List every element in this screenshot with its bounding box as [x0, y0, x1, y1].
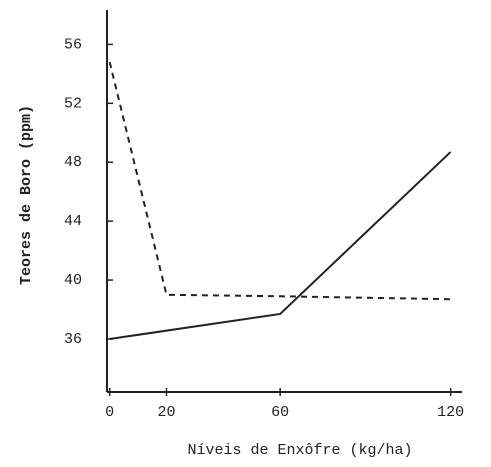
- y-axis-label: Teores de Boro (ppm): [18, 105, 35, 285]
- y-tick-label: 56: [64, 36, 82, 53]
- y-tick-label: 48: [64, 154, 82, 171]
- y-tick-label: 36: [64, 331, 82, 348]
- x-tick-label: 20: [158, 404, 176, 421]
- x-tick-label: 120: [437, 404, 464, 421]
- y-tick-label: 40: [64, 272, 82, 289]
- x-tick-label: 60: [271, 404, 289, 421]
- y-tick-label: 44: [64, 213, 82, 230]
- y-tick-label: 52: [64, 95, 82, 112]
- x-axis-label: Níveis de Enxôfre (kg/ha): [187, 442, 412, 459]
- data-line: [109, 151, 452, 340]
- data-line: [108, 61, 451, 301]
- x-tick-label: 0: [105, 404, 114, 421]
